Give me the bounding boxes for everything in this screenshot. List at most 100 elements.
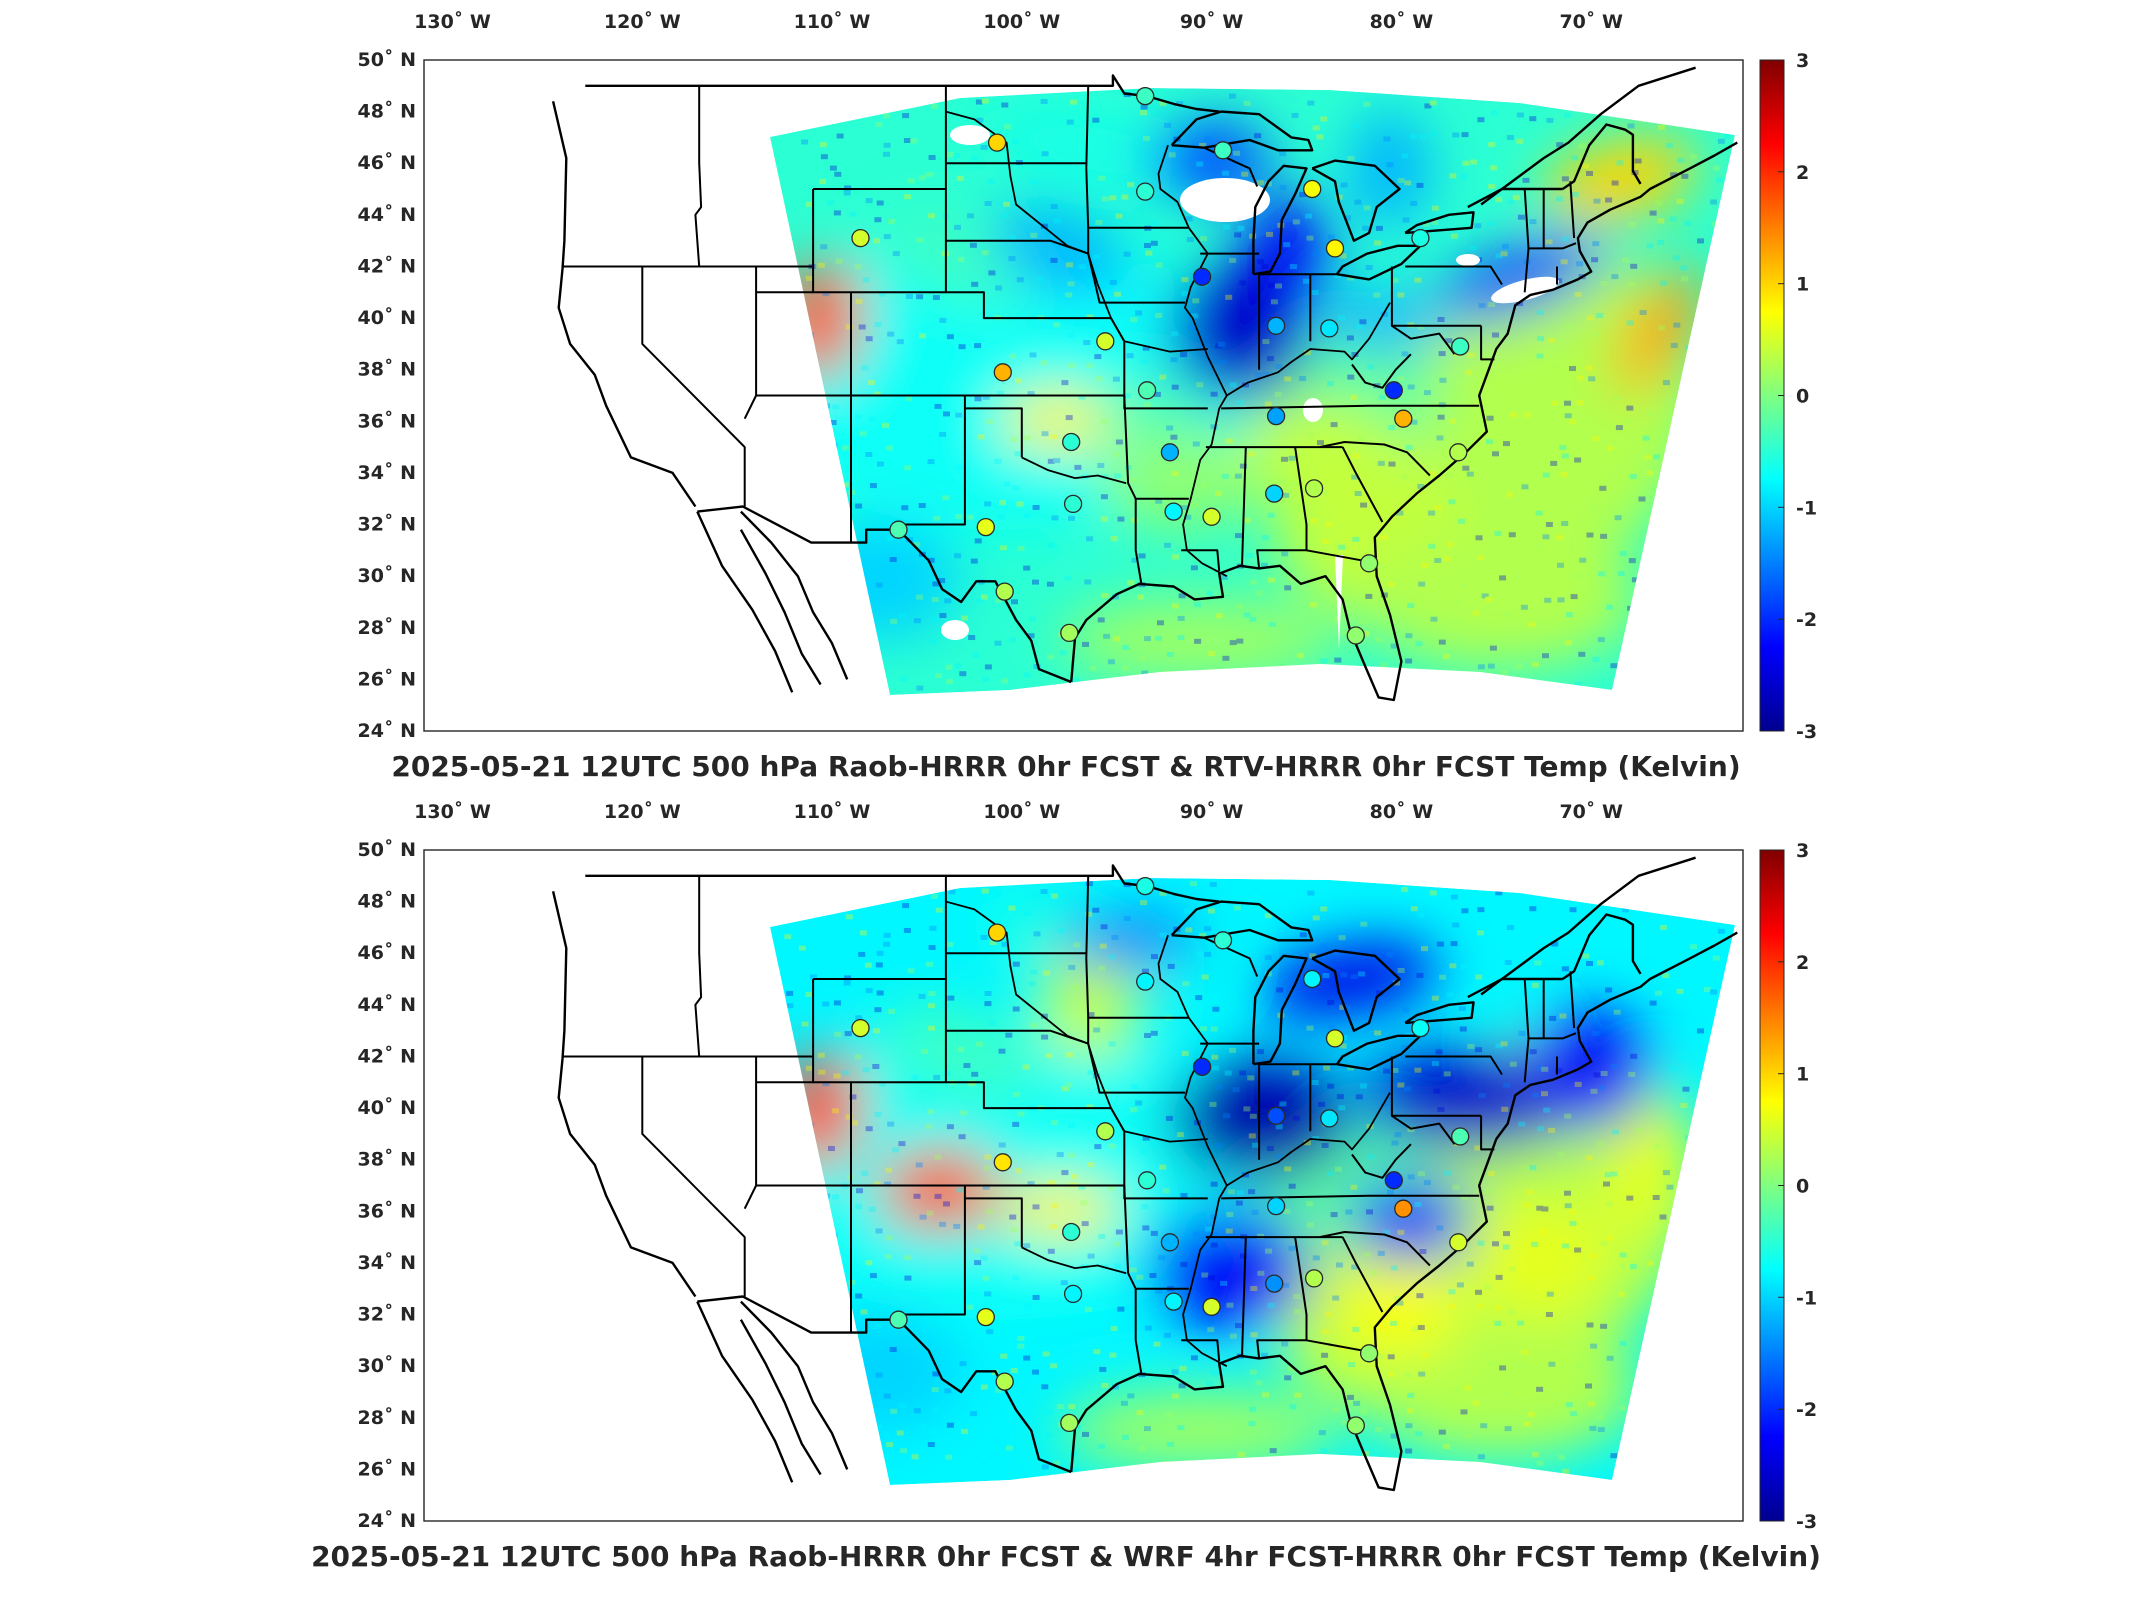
lake-outline bbox=[1335, 244, 1422, 281]
raob-station-marker bbox=[1266, 316, 1286, 335]
state-boundary bbox=[896, 1185, 966, 1316]
latitude-tick-label: 40˚ N bbox=[358, 1096, 416, 1119]
coastline bbox=[585, 864, 1220, 903]
plot-frame bbox=[423, 849, 1744, 1522]
latitude-tick-label: 42˚ N bbox=[358, 1045, 416, 1068]
lake-outline bbox=[1404, 1001, 1475, 1025]
river bbox=[1157, 144, 1228, 577]
state-boundary bbox=[1351, 1143, 1412, 1179]
state-boundary bbox=[964, 407, 1023, 458]
raob-station-marker bbox=[1192, 267, 1212, 286]
raob-station-marker bbox=[1325, 1029, 1345, 1048]
raob-station-marker bbox=[1411, 1018, 1430, 1038]
state-boundary bbox=[964, 1197, 1023, 1248]
lake-outline bbox=[1252, 164, 1308, 276]
state-boundary bbox=[743, 266, 758, 420]
state-boundary bbox=[1221, 1194, 1480, 1200]
longitude-tick-label: 80˚ W bbox=[1370, 10, 1434, 33]
state-boundary bbox=[813, 1081, 1111, 1110]
river bbox=[1021, 456, 1127, 485]
raob-station-marker bbox=[993, 1153, 1012, 1172]
state-boundary bbox=[1341, 446, 1384, 523]
raob-station-marker bbox=[889, 1310, 908, 1329]
raob-station-marker bbox=[1213, 141, 1233, 160]
state-boundary bbox=[1085, 875, 1189, 1019]
lake-outline bbox=[1170, 900, 1314, 942]
state-boundary bbox=[694, 85, 703, 267]
raob-station-marker bbox=[1213, 931, 1233, 950]
longitude-tick-label: 130˚ W bbox=[414, 800, 491, 823]
colorbar-tick-label: 2 bbox=[1796, 162, 1809, 184]
longitude-tick-label: 120˚ W bbox=[604, 10, 681, 33]
state-boundary bbox=[743, 1056, 758, 1210]
raob-station-marker bbox=[1303, 179, 1322, 199]
raob-station-marker bbox=[1096, 1122, 1115, 1141]
coastline bbox=[1070, 141, 1738, 702]
raob-station-marker bbox=[1449, 1233, 1468, 1252]
latitude-tick-label: 40˚ N bbox=[358, 306, 416, 329]
state-boundary bbox=[1391, 324, 1456, 355]
colorbar-tick-label: 0 bbox=[1796, 1176, 1809, 1198]
raob-station-marker bbox=[1304, 1269, 1324, 1288]
raob-station-marker bbox=[1063, 494, 1083, 514]
colorbar-tick-label: -1 bbox=[1796, 497, 1817, 519]
colorbar-tick-label: -2 bbox=[1796, 1399, 1817, 1421]
latitude-tick-label: 50˚ N bbox=[358, 48, 416, 71]
latitude-tick-label: 38˚ N bbox=[358, 1148, 416, 1171]
longitude-tick-label: 100˚ W bbox=[983, 10, 1060, 33]
raob-station-marker bbox=[976, 1307, 995, 1327]
latitude-tick-label: 36˚ N bbox=[358, 409, 416, 432]
raob-station-marker bbox=[1394, 1199, 1413, 1218]
raob-station-marker bbox=[1325, 239, 1345, 258]
state-boundary bbox=[1391, 1114, 1456, 1145]
coastline bbox=[585, 74, 1220, 113]
raob-station-marker bbox=[1449, 443, 1468, 462]
coastline bbox=[551, 101, 697, 508]
coastline bbox=[696, 511, 794, 693]
latitude-tick-label: 32˚ N bbox=[358, 513, 416, 536]
latitude-tick-label: 24˚ N bbox=[358, 1509, 416, 1532]
plot-frame bbox=[423, 59, 1744, 732]
raob-station-marker bbox=[1096, 332, 1115, 351]
lake-outline bbox=[1335, 1034, 1422, 1071]
coastline bbox=[739, 529, 822, 686]
map-panel-bottom: 130˚ W 120˚ W 110˚ W 100˚ W 90˚ W 80˚ W 70˚ W 5… bbox=[0, 790, 2133, 1590]
raob-station-marker bbox=[1136, 972, 1155, 991]
latitude-tick-label: 26˚ N bbox=[358, 667, 416, 690]
state-boundary bbox=[1405, 1055, 1503, 1076]
latitude-tick-label: 36˚ N bbox=[358, 1199, 416, 1222]
state-boundary bbox=[1569, 971, 1576, 1029]
longitude-tick-label: 90˚ W bbox=[1180, 10, 1244, 33]
raob-station-marker bbox=[976, 517, 995, 537]
latitude-tick-label: 38˚ N bbox=[358, 358, 416, 381]
raob-station-marker bbox=[1266, 1106, 1286, 1125]
coastline bbox=[1562, 123, 1642, 190]
colorbar-tick-label: -1 bbox=[1796, 1287, 1817, 1309]
longitude-tick-label: 70˚ W bbox=[1559, 800, 1623, 823]
latitude-tick-label: 30˚ N bbox=[358, 1354, 416, 1377]
raob-station-marker bbox=[1062, 432, 1081, 452]
longitude-tick-label: 120˚ W bbox=[604, 800, 681, 823]
latitude-tick-label: 30˚ N bbox=[358, 564, 416, 587]
state-boundary bbox=[756, 979, 815, 1084]
raob-station-marker bbox=[1164, 502, 1183, 521]
latitude-tick-label: 46˚ N bbox=[358, 941, 416, 964]
raob-station-marker bbox=[995, 1372, 1014, 1391]
latitude-tick-label: 26˚ N bbox=[358, 1457, 416, 1480]
raob-station-marker bbox=[1136, 876, 1155, 896]
map-boundaries bbox=[551, 66, 1738, 702]
missing-data-patches bbox=[941, 125, 1559, 650]
lake-outline bbox=[1252, 954, 1308, 1066]
raob-station-marker bbox=[993, 363, 1012, 382]
raob-station-marker bbox=[1265, 484, 1284, 503]
raob-station-marker bbox=[1266, 1196, 1286, 1216]
lake-outline bbox=[1311, 159, 1401, 242]
state-boundary bbox=[1181, 549, 1221, 572]
latitude-tick-label: 46˚ N bbox=[358, 151, 416, 174]
coastline bbox=[697, 505, 1072, 684]
lake-outline bbox=[1311, 949, 1401, 1032]
longitude-tick-label: 100˚ W bbox=[983, 800, 1060, 823]
river bbox=[1157, 934, 1228, 1367]
raob-stations bbox=[851, 86, 1470, 645]
state-boundary bbox=[1085, 85, 1189, 229]
